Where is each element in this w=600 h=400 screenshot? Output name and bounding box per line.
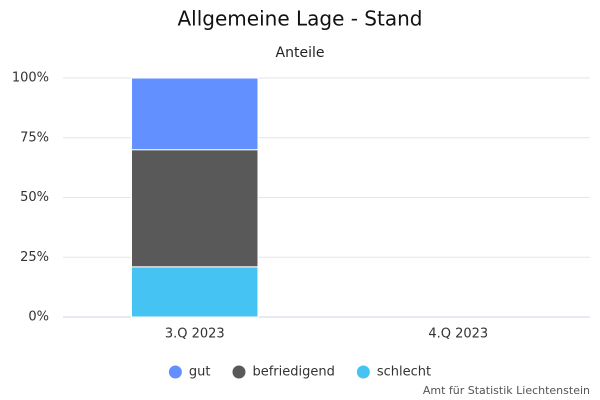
legend-item: befriedigend bbox=[232, 365, 335, 380]
legend-item: gut bbox=[168, 365, 211, 380]
y-tick-label: 0% bbox=[28, 310, 49, 325]
bar-segment bbox=[131, 149, 259, 268]
legend-label: schlecht bbox=[377, 365, 431, 380]
source: Amt für Statistik Liechtenstein bbox=[423, 384, 590, 397]
x-tick-label: 3.Q 2023 bbox=[165, 327, 225, 342]
bar-segment bbox=[131, 77, 259, 151]
y-tick-label: 75% bbox=[20, 130, 49, 145]
legend-marker bbox=[168, 365, 182, 379]
y-tick-label: 25% bbox=[20, 250, 49, 265]
legend-label: gut bbox=[189, 365, 211, 380]
y-tick-label: 100% bbox=[12, 71, 49, 86]
legend-marker bbox=[356, 365, 370, 379]
legend-item: schlecht bbox=[356, 365, 431, 380]
x-tick-label: 4.Q 2023 bbox=[428, 327, 488, 342]
y-tick-label: 50% bbox=[20, 190, 49, 205]
chart-subtitle: Anteile bbox=[276, 45, 325, 61]
legend-label: befriedigend bbox=[252, 365, 334, 380]
chart-title: Allgemeine Lage - Stand bbox=[178, 7, 423, 31]
legend-marker bbox=[232, 365, 246, 379]
bar-segment bbox=[131, 266, 259, 318]
